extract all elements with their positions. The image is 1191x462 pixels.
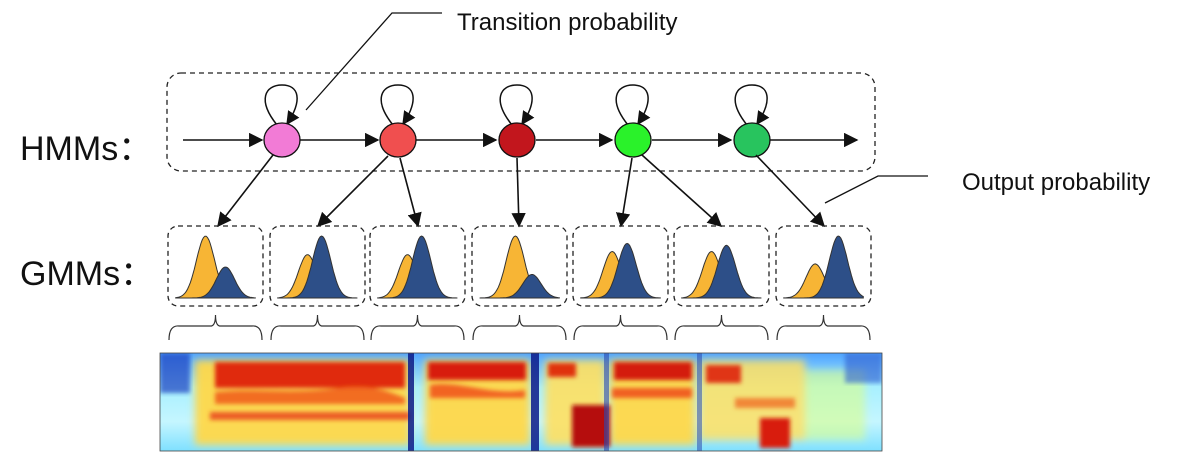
gmm-box-border	[269, 225, 366, 307]
gmm-box	[369, 225, 466, 307]
gmms-label: GMMs：	[20, 255, 154, 293]
hmm-state-node	[498, 122, 536, 158]
hmm-state-node	[263, 122, 301, 158]
gaussian-component-blue	[479, 274, 560, 299]
gaussian-component-blue	[681, 244, 762, 299]
hmms-label: HMMs：	[20, 130, 152, 168]
output-arrow	[399, 157, 422, 228]
output-arrow	[755, 154, 825, 228]
output-arrow	[217, 154, 274, 228]
gmm-box-border	[572, 225, 669, 307]
gaussian-component-blue	[783, 235, 864, 299]
output-callout-line	[824, 175, 928, 204]
gmm-box-border	[471, 225, 568, 307]
segment-brace	[370, 314, 465, 341]
gmm-box-border	[673, 225, 770, 307]
gmm-box	[775, 225, 872, 307]
segment-brace	[270, 314, 365, 341]
self-loop-arrow	[615, 84, 651, 126]
transition-probability-label: Transition probability	[457, 9, 678, 36]
segment-brace	[472, 314, 567, 341]
gaussian-component-blue	[377, 235, 458, 299]
transition-callout-line	[305, 12, 442, 111]
gmm-box-border	[369, 225, 466, 307]
self-loop-arrow	[499, 84, 535, 126]
segment-brace	[573, 314, 668, 341]
gmm-box-border	[167, 225, 264, 307]
output-arrow	[615, 157, 633, 228]
segment-brace	[674, 314, 769, 341]
gmm-box	[673, 225, 770, 307]
gmm-box	[167, 225, 264, 307]
output-probability-label: Output probability	[962, 169, 1150, 196]
output-arrow	[511, 157, 526, 228]
hmm-state-node	[733, 122, 771, 158]
hmm-state-node	[379, 122, 417, 158]
gmm-box	[471, 225, 568, 307]
gmm-box-border	[775, 225, 872, 307]
output-arrow	[641, 154, 723, 227]
gmm-box	[269, 225, 366, 307]
hmm-state-node	[614, 122, 652, 158]
gaussian-component-blue	[580, 242, 661, 299]
output-arrow	[316, 155, 389, 228]
segment-brace	[168, 314, 263, 341]
gaussian-component-blue	[175, 266, 256, 299]
self-loop-arrow	[734, 84, 770, 126]
self-loop-arrow	[264, 84, 300, 126]
gaussian-component-blue	[277, 235, 358, 299]
hmm-container	[166, 72, 876, 172]
gmm-box	[572, 225, 669, 307]
segment-brace	[776, 314, 871, 341]
self-loop-arrow	[380, 84, 416, 126]
spectrogram	[159, 352, 883, 452]
